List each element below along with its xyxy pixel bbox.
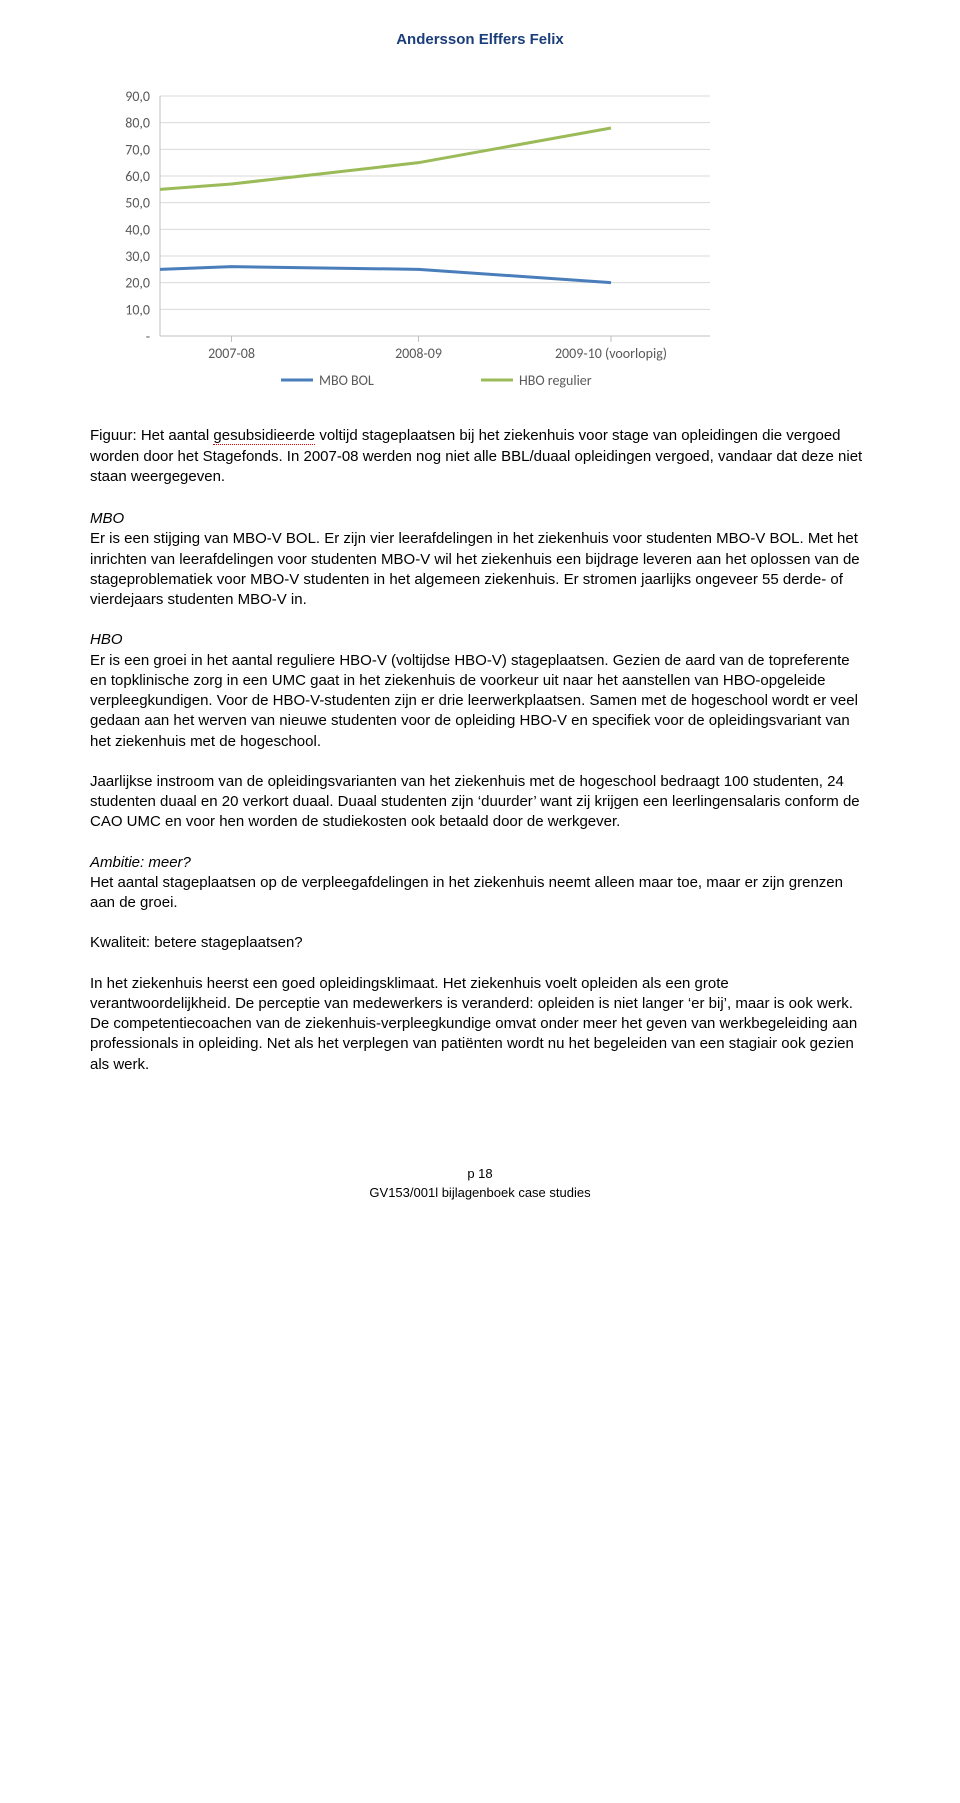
svg-text:70,0: 70,0 xyxy=(125,142,150,159)
line-chart-svg: 90,0 80,0 70,0 60,0 50,0 40,0 30,0 20,0 10,0 - 200… xyxy=(90,86,730,416)
svg-text:80,0: 80,0 xyxy=(125,115,150,132)
section-hbo: HBO Er is een groei in het aantal reguli… xyxy=(90,630,870,752)
footer-ref: GV153/001l bijlagenboek case studies xyxy=(90,1184,870,1202)
svg-text:-: - xyxy=(146,328,150,345)
svg-text:30,0: 30,0 xyxy=(125,248,150,265)
stageplaatsen-chart: 90,0 80,0 70,0 60,0 50,0 40,0 30,0 20,0 10,0 - 200… xyxy=(90,86,730,416)
svg-text:20,0: 20,0 xyxy=(125,275,150,292)
svg-text:2008-09: 2008-09 xyxy=(395,345,442,362)
caption-prefix: Figuur: Het aantal xyxy=(90,427,213,444)
mbo-body: Er is een stijging van MBO-V BOL. Er zij… xyxy=(90,529,870,610)
jaarlijkse-body: Jaarlijkse instroom van de opleidingsvar… xyxy=(90,772,870,833)
page-number: p 18 xyxy=(90,1165,870,1183)
page-footer: p 18 GV153/001l bijlagenboek case studie… xyxy=(90,1165,870,1202)
ambitie-body: Het aantal stageplaatsen op de verpleega… xyxy=(90,873,870,914)
svg-text:90,0: 90,0 xyxy=(125,88,150,105)
ambitie-heading: Ambitie: meer? xyxy=(90,853,870,873)
opleidingsklimaat-body: In het ziekenhuis heerst een goed opleid… xyxy=(90,974,870,1075)
section-mbo: MBO Er is een stijging van MBO-V BOL. Er… xyxy=(90,509,870,610)
hbo-heading: HBO xyxy=(90,630,870,650)
svg-text:MBO BOL: MBO BOL xyxy=(319,372,374,389)
svg-text:HBO regulier: HBO regulier xyxy=(519,372,592,389)
section-jaarlijkse: Jaarlijkse instroom van de opleidingsvar… xyxy=(90,772,870,833)
hbo-body: Er is een groei in het aantal reguliere … xyxy=(90,651,870,752)
mbo-heading: MBO xyxy=(90,509,870,529)
company-name: Andersson Elffers Felix xyxy=(396,31,564,48)
svg-text:10,0: 10,0 xyxy=(125,302,150,319)
section-opleidingsklimaat: In het ziekenhuis heerst een goed opleid… xyxy=(90,974,870,1075)
svg-text:2009-10 (voorlopig): 2009-10 (voorlopig) xyxy=(555,345,667,362)
page-header: Andersson Elffers Felix xyxy=(90,30,870,50)
svg-text:60,0: 60,0 xyxy=(125,168,150,185)
svg-text:2007-08: 2007-08 xyxy=(208,345,255,362)
section-ambitie: Ambitie: meer? Het aantal stageplaatsen … xyxy=(90,853,870,914)
chart-caption: Figuur: Het aantal gesubsidieerde voltij… xyxy=(90,426,870,487)
caption-dotted-word: gesubsidieerde xyxy=(213,427,315,445)
kwaliteit-body: Kwaliteit: betere stageplaatsen? xyxy=(90,933,870,953)
svg-text:40,0: 40,0 xyxy=(125,222,150,239)
section-kwaliteit: Kwaliteit: betere stageplaatsen? xyxy=(90,933,870,953)
svg-text:50,0: 50,0 xyxy=(125,195,150,212)
